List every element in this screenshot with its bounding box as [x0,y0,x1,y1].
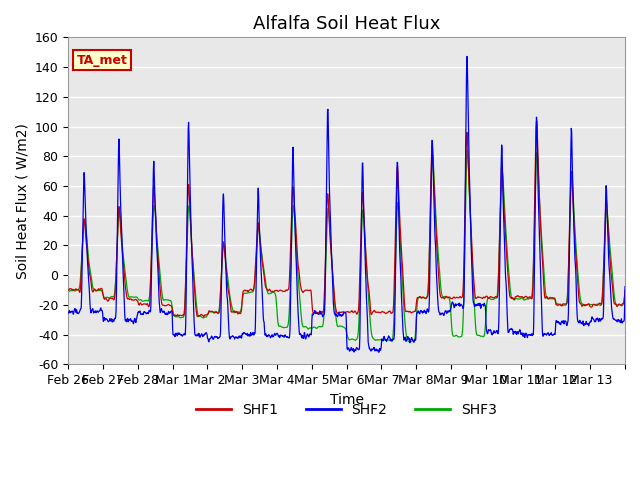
X-axis label: Time: Time [330,393,364,407]
Title: Alfalfa Soil Heat Flux: Alfalfa Soil Heat Flux [253,15,440,33]
Legend: SHF1, SHF2, SHF3: SHF1, SHF2, SHF3 [191,398,502,423]
Text: TA_met: TA_met [77,53,127,67]
Y-axis label: Soil Heat Flux ( W/m2): Soil Heat Flux ( W/m2) [15,123,29,279]
